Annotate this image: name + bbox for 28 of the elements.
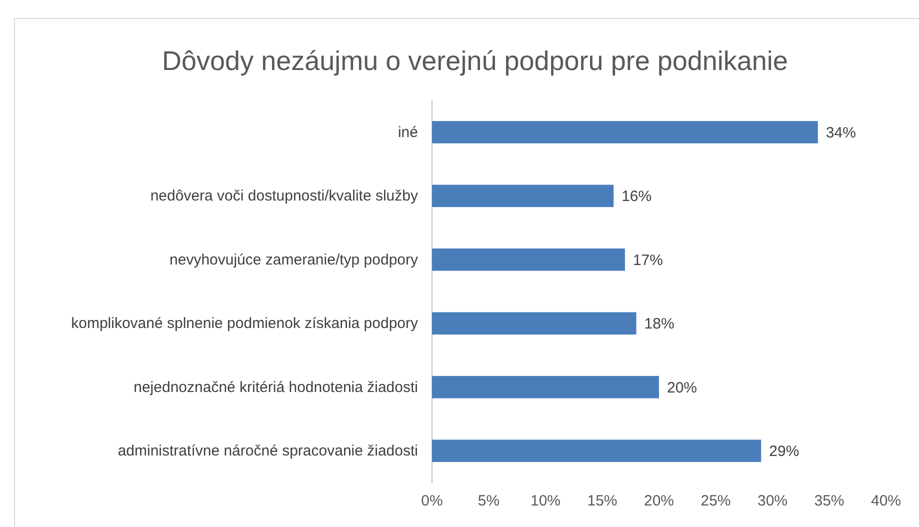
chart-title: Dôvody nezáujmu o verejnú podporu pre podnikanie — [162, 46, 788, 76]
x-tick-label: 5% — [478, 492, 500, 510]
y-tick-label: nevyhovujúce zameranie/typ podpory — [170, 251, 418, 268]
bar — [432, 184, 614, 208]
bar — [432, 312, 636, 335]
y-tick-label: iné — [398, 124, 418, 141]
bar — [432, 376, 659, 398]
x-tick-label: 20% — [644, 492, 674, 510]
x-tick-label: 35% — [814, 492, 844, 510]
bar — [432, 440, 762, 462]
y-tick-label: nejednoznačné kritériá hodnotenia žiadosti — [134, 378, 418, 396]
x-tick-label: 25% — [700, 492, 731, 510]
data-label: 29% — [769, 443, 800, 460]
data-label: 17% — [632, 252, 663, 269]
data-label: 20% — [667, 379, 698, 396]
y-tick-label: administratívne náročné spracovanie žiadosti — [118, 442, 418, 460]
x-tick-label: 30% — [757, 492, 788, 510]
x-tick-label: 15% — [587, 492, 618, 510]
data-label: 34% — [826, 124, 856, 142]
data-label: 18% — [644, 316, 674, 333]
bar — [432, 121, 818, 144]
bar — [432, 248, 625, 271]
y-tick-label: nedôvera voči dostupnosti/kvalite služby — [150, 188, 418, 205]
data-label: 16% — [622, 188, 652, 206]
x-tick-label: 10% — [530, 492, 561, 510]
x-tick-label: 0% — [421, 492, 443, 510]
x-tick-label: 40% — [870, 492, 902, 510]
y-tick-label: komplikované splnenie podmienok získania podpory — [71, 315, 418, 332]
